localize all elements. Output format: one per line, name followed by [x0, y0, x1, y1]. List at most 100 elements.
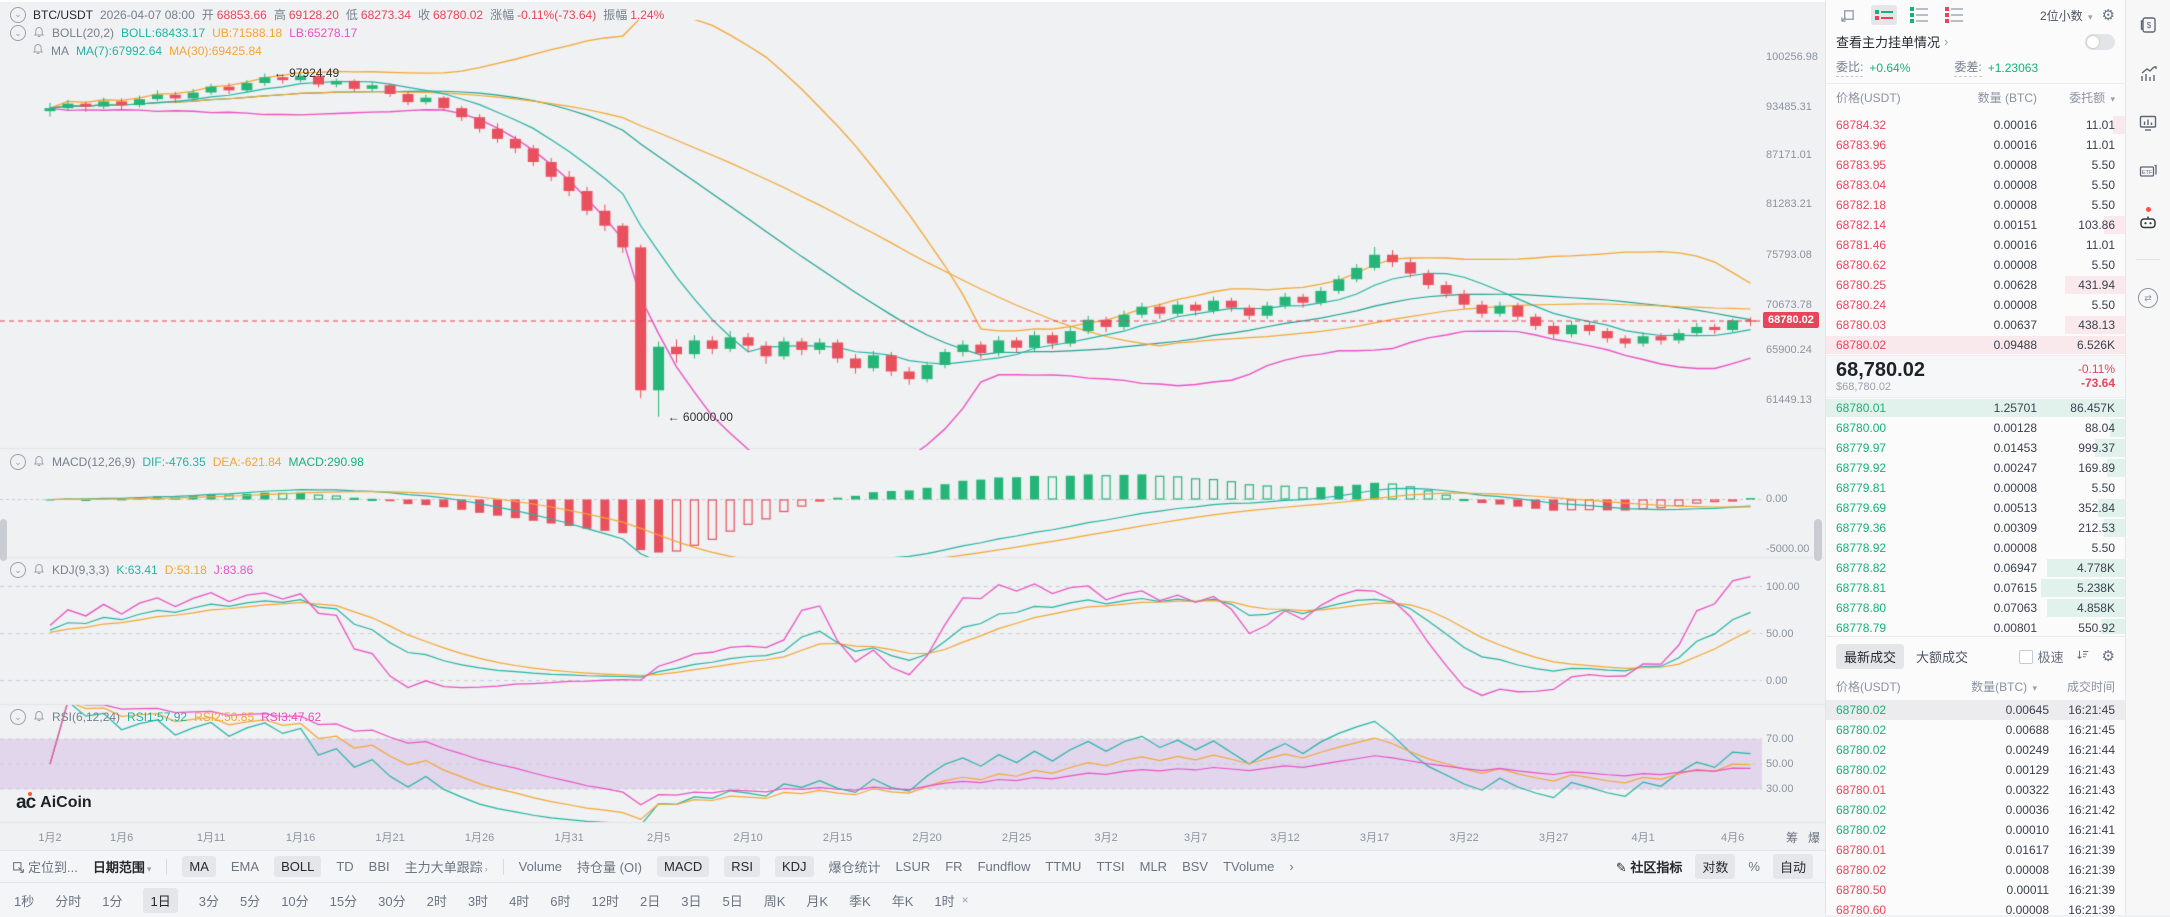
chip-distribution-button[interactable]: 筹	[1786, 831, 1799, 845]
orderbook-bid-row[interactable]: 68779.81 0.00008 5.50	[1826, 478, 2125, 498]
tab-large-trades[interactable]: 大额成交	[1916, 650, 1969, 665]
bell-icon[interactable]	[33, 563, 45, 578]
timeframe-季K[interactable]: 季K	[849, 893, 871, 909]
toolbar-item-RSI[interactable]: RSI	[724, 856, 760, 877]
qty-column-header[interactable]: 数量 (BTC)	[1977, 91, 2037, 105]
symbol-label[interactable]: BTC/USDT	[33, 7, 93, 22]
orderbook-ask-row[interactable]: 68780.03 0.00637 438.13	[1826, 315, 2125, 335]
trade-row[interactable]: 68780.01 0.01617 16:21:39	[1826, 840, 2125, 860]
timeframe-12时[interactable]: 12时	[591, 893, 619, 909]
timeframe-分时[interactable]: 分时	[55, 893, 82, 909]
timeframe-月K[interactable]: 月K	[806, 893, 829, 909]
orderbook-bid-row[interactable]: 68778.79 0.00801 550.92	[1826, 618, 2125, 634]
timeframe-1秒[interactable]: 1秒	[14, 893, 35, 909]
trend-analysis-icon[interactable]	[2137, 63, 2159, 85]
bell-icon[interactable]	[33, 26, 45, 41]
add-view-icon[interactable]	[1836, 5, 1862, 25]
main-orders-toggle[interactable]	[2085, 33, 2115, 50]
trade-row[interactable]: 68780.01 0.00322 16:21:43	[1826, 780, 2125, 800]
collapse-rsi-icon[interactable]: ⌄	[10, 709, 26, 725]
toolbar-item-KDJ[interactable]: KDJ	[774, 856, 814, 877]
toolbar-item-MLR[interactable]: MLR	[1139, 859, 1168, 874]
timeframe-1时[interactable]: 1时	[934, 893, 955, 909]
trade-price-header[interactable]: 价格(USDT)	[1836, 680, 1901, 694]
timeframe-3日[interactable]: 3日	[681, 893, 702, 909]
rsi-name[interactable]: RSI(6,12,24)	[52, 710, 121, 724]
timeframe-5日[interactable]: 5日	[722, 893, 743, 909]
toolbar-item-对数[interactable]: 对数	[1695, 854, 1736, 879]
orderbook-bid-row[interactable]: 68778.82 0.06947 4.778K	[1826, 558, 2125, 578]
orderbook-bid-row[interactable]: 68778.92 0.00008 5.50	[1826, 538, 2125, 558]
toolbar-item-爆仓统计[interactable]: 爆仓统计	[828, 860, 881, 875]
decimal-precision-select[interactable]: 2位小数 ▾	[2039, 8, 2093, 23]
orderbook-ask-row[interactable]: 68783.95 0.00008 5.50	[1826, 155, 2125, 175]
collapse-kdj-icon[interactable]: ⌄	[10, 562, 26, 578]
toolbar-item-TVolume[interactable]: TVolume	[1223, 859, 1275, 874]
orderbook-ask-row[interactable]: 68782.14 0.00151 103.86	[1826, 215, 2125, 235]
kline-chart-canvas[interactable]	[0, 2, 1825, 824]
timeframe-10分[interactable]: 10分	[281, 893, 309, 909]
etf-icon[interactable]: ETF	[2137, 161, 2159, 183]
amount-column-header[interactable]: 委托额 ▾	[2069, 91, 2115, 105]
timeframe-3时[interactable]: 3时	[467, 893, 489, 909]
toolbar-item-日期范围[interactable]: 日期范围 ▾	[92, 860, 152, 875]
timeframe-2时[interactable]: 2时	[426, 893, 447, 909]
trade-row[interactable]: 68780.02 0.00010 16:21:41	[1826, 820, 2125, 840]
toolbar-item-定位到...[interactable]: 定位到...	[12, 857, 78, 876]
orderbook-ask-row[interactable]: 68781.46 0.00016 11.01	[1826, 235, 2125, 255]
toolbar-item-TTSI[interactable]: TTSI	[1096, 859, 1125, 874]
trade-row[interactable]: 68780.02 0.00688 16:21:45	[1826, 720, 2125, 740]
trades-sort-icon[interactable]	[2076, 648, 2090, 665]
orderbook-ask-row[interactable]: 68780.62 0.00008 5.50	[1826, 255, 2125, 275]
trade-time-header[interactable]: 成交时间	[2066, 680, 2115, 694]
timeframe-6时[interactable]: 6时	[550, 893, 571, 909]
toolbar-item-MACD[interactable]: MACD	[657, 856, 710, 877]
speed-checkbox[interactable]	[2018, 649, 2033, 664]
timeframe-5分[interactable]: 5分	[239, 893, 261, 909]
orderbook-bid-row[interactable]: 68779.69 0.00513 352.84	[1826, 498, 2125, 518]
orderbook-ask-row[interactable]: 68780.25 0.00628 431.94	[1826, 275, 2125, 295]
toolbar-item-自动[interactable]: 自动	[1772, 854, 1813, 879]
timeframe-周K[interactable]: 周K	[763, 893, 786, 909]
orderbook-bid-row[interactable]: 68779.92 0.00247 169.89	[1826, 458, 2125, 478]
toolbar-item-BOLL[interactable]: BOLL	[274, 856, 322, 877]
kdj-name[interactable]: KDJ(9,3,3)	[52, 563, 110, 577]
refresh-icon[interactable]: ⇄	[2137, 287, 2159, 309]
toolbar-item-BBI[interactable]: BBI	[368, 859, 390, 874]
order-flow-icon[interactable]: $	[2137, 14, 2159, 36]
toolbar-item-Fundflow[interactable]: Fundflow	[977, 859, 1031, 874]
toolbar-item-%[interactable]: %	[1748, 859, 1760, 874]
collapse-macd-icon[interactable]: ⌄	[10, 454, 26, 470]
toolbar-item-BSV[interactable]: BSV	[1182, 859, 1209, 874]
ma-name[interactable]: MA	[51, 43, 69, 58]
boll-name[interactable]: BOLL(20,2)	[52, 26, 115, 40]
timeframe-4时[interactable]: 4时	[509, 893, 530, 909]
trade-row[interactable]: 68780.50 0.00011 16:21:39	[1826, 880, 2125, 900]
last-price-summary[interactable]: 68,780.02 $68,780.02 -0.11% -73.64	[1826, 355, 2125, 398]
toolbar-item-TTMU[interactable]: TTMU	[1045, 859, 1082, 874]
left-panel-collapse-handle[interactable]	[0, 519, 7, 561]
orderbook-bid-row[interactable]: 68779.97 0.01453 999.37	[1826, 438, 2125, 458]
toolbar-item-主力大单跟踪[interactable]: 主力大单跟踪 ›	[404, 860, 488, 875]
orderbook-ask-row[interactable]: 68780.24 0.00008 5.50	[1826, 295, 2125, 315]
toolbar-item-LSUR[interactable]: LSUR	[895, 859, 931, 874]
toolbar-item-FR[interactable]: FR	[945, 859, 963, 874]
main-orders-link[interactable]: 查看主力挂单情况	[1836, 35, 1941, 50]
timeframe-30分[interactable]: 30分	[378, 893, 406, 909]
orderbook-bid-row[interactable]: 68778.80 0.07063 4.858K	[1826, 598, 2125, 618]
toolbar-item-EMA[interactable]: EMA	[230, 859, 260, 874]
close-icon[interactable]: ×	[961, 893, 969, 907]
timeframe-2日[interactable]: 2日	[640, 893, 661, 909]
orderbook-bid-row[interactable]: 68778.81 0.07615 5.238K	[1826, 578, 2125, 598]
trades-settings-gear-icon[interactable]: ⚙	[2101, 648, 2115, 665]
toolbar-item-社区指标[interactable]: ✎ 社区指标	[1615, 860, 1683, 875]
timeframe-1分[interactable]: 1分	[102, 893, 123, 909]
orderbook-ask-row[interactable]: 68782.18 0.00008 5.50	[1826, 195, 2125, 215]
orderbook-ask-row[interactable]: 68783.96 0.00016 11.01	[1826, 135, 2125, 155]
bell-icon[interactable]	[33, 455, 45, 470]
bell-icon[interactable]	[33, 710, 45, 725]
timeframe-3分[interactable]: 3分	[198, 893, 219, 909]
book-asks-only-icon[interactable]	[1941, 5, 1967, 25]
trade-row[interactable]: 68780.02 0.00036 16:21:42	[1826, 800, 2125, 820]
orderbook-ask-row[interactable]: 68780.02 0.09488 6.526K	[1826, 335, 2125, 355]
